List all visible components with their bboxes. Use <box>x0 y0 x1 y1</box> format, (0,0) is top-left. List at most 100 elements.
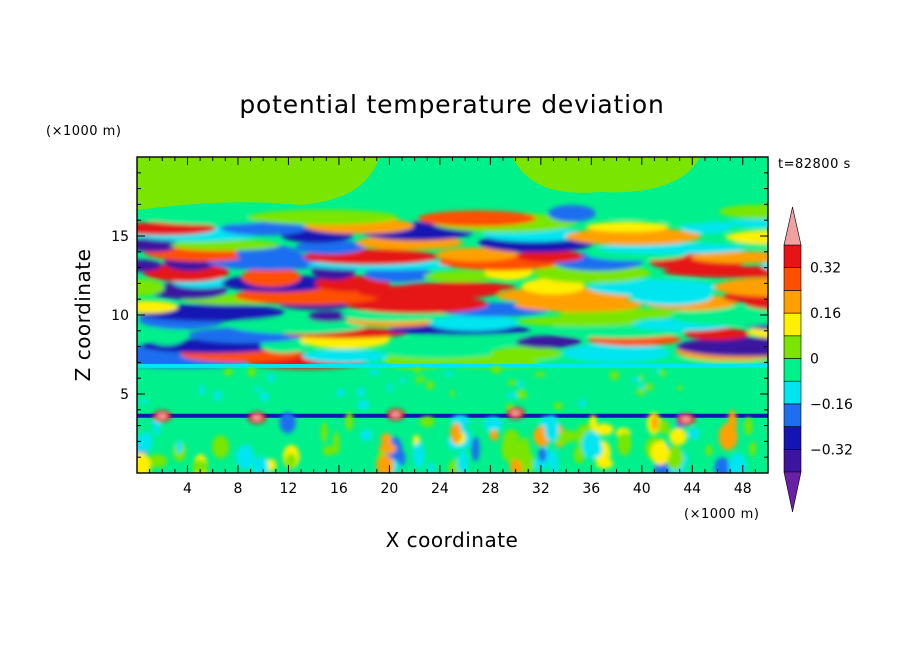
colorbar-tick-label: 0.32 <box>810 261 841 277</box>
field-cell <box>503 429 520 447</box>
field-cell <box>471 436 480 462</box>
x-tick-label: 28 <box>481 481 499 497</box>
field-cell <box>517 249 584 263</box>
colorbar-tick-label: −0.32 <box>810 442 853 458</box>
x-axis: 4 8 12 16 20 24 28 32 36 40 44 48 <box>149 157 756 497</box>
field-cell <box>192 459 208 473</box>
field-cell <box>677 384 683 392</box>
chart-title: potential temperature deviation <box>239 90 664 119</box>
field-cell <box>382 346 496 359</box>
field-region <box>137 413 768 418</box>
field-cell <box>506 392 518 399</box>
field-cell <box>676 337 768 357</box>
field-cell <box>670 306 768 326</box>
field-cell <box>320 421 328 443</box>
field-cell <box>360 429 373 441</box>
field-cell <box>446 371 453 378</box>
field-cell <box>534 372 546 377</box>
y-tick-label: 10 <box>111 308 129 324</box>
field-cell <box>333 431 340 455</box>
field-cell <box>147 454 168 468</box>
field-cell <box>690 251 768 264</box>
field-cell <box>457 451 469 473</box>
colorbar-cell <box>783 358 802 382</box>
field-cell <box>404 334 543 348</box>
x-tick-label: 32 <box>532 481 550 497</box>
field-cell <box>651 415 659 431</box>
field-cell <box>435 247 518 262</box>
y-axis-unit: (×1000 m) <box>46 124 121 139</box>
field-cell <box>137 279 165 297</box>
field-cell <box>285 453 297 468</box>
field-cell <box>390 411 401 418</box>
colorbar-extend-max <box>783 206 802 246</box>
field-cell <box>345 294 488 314</box>
field-cell <box>279 412 296 434</box>
field-cell <box>658 419 670 435</box>
field-cell <box>719 204 768 219</box>
colorbar: 0.32 0.16 0 −0.16 −0.32 <box>783 206 853 513</box>
field-cell <box>356 387 366 397</box>
field-cell <box>547 204 596 222</box>
field-cell <box>553 402 563 410</box>
field-cell <box>146 212 272 225</box>
field-cell <box>427 462 435 473</box>
y-tick-label: 5 <box>120 387 129 403</box>
colorbar-cell <box>783 244 802 269</box>
field-cell <box>658 211 715 225</box>
field-cell <box>378 442 397 454</box>
field-cell <box>254 387 262 393</box>
field-cell <box>654 367 660 374</box>
field-cell <box>398 450 406 466</box>
field-cell <box>728 453 747 473</box>
field-cell <box>214 393 221 402</box>
field-cell <box>609 370 620 381</box>
field-cell <box>364 266 434 283</box>
field-cell <box>420 375 426 383</box>
x-tick-label: 36 <box>582 481 600 497</box>
field-cell <box>417 210 537 227</box>
field-cell <box>137 222 216 236</box>
field-cell <box>521 450 534 473</box>
heatmap-field <box>137 157 904 473</box>
field-cell <box>223 368 233 376</box>
colorbar-cell <box>783 312 802 337</box>
y-tick-label: 15 <box>111 229 129 245</box>
field-cell <box>688 427 700 441</box>
x-axis-label: X coordinate <box>386 528 519 552</box>
field-cell <box>744 417 753 436</box>
field-cell <box>416 374 421 385</box>
field-cell <box>426 380 434 390</box>
field-cell <box>510 409 521 416</box>
field-cell <box>146 325 187 346</box>
field-cell <box>749 441 756 457</box>
colorbar-cell <box>783 403 802 427</box>
field-cell <box>398 281 517 293</box>
field-cell <box>260 392 270 402</box>
colorbar-cell <box>783 267 802 291</box>
field-cell <box>483 416 503 432</box>
x-tick-label: 8 <box>233 481 242 497</box>
field-cell <box>322 445 335 456</box>
field-cell <box>785 267 904 281</box>
field-cell <box>267 374 275 383</box>
field-cell <box>639 373 644 382</box>
field-cell <box>538 447 547 463</box>
colorbar-cell <box>783 380 802 405</box>
field-cell <box>137 452 151 473</box>
colorbar-tick-label: 0.16 <box>810 306 841 322</box>
field-cell <box>725 229 768 245</box>
field-cell <box>713 277 768 297</box>
field-cell <box>578 398 586 408</box>
x-tick-label: 16 <box>330 481 348 497</box>
x-tick-label: 12 <box>280 481 298 497</box>
field-cell <box>598 203 654 220</box>
field-cell <box>261 458 269 473</box>
field-cell <box>728 409 737 435</box>
field-cell <box>399 378 407 384</box>
field-cell <box>413 367 421 373</box>
field-cell <box>157 413 168 420</box>
field-cell <box>345 411 354 431</box>
field-cell <box>368 369 380 376</box>
